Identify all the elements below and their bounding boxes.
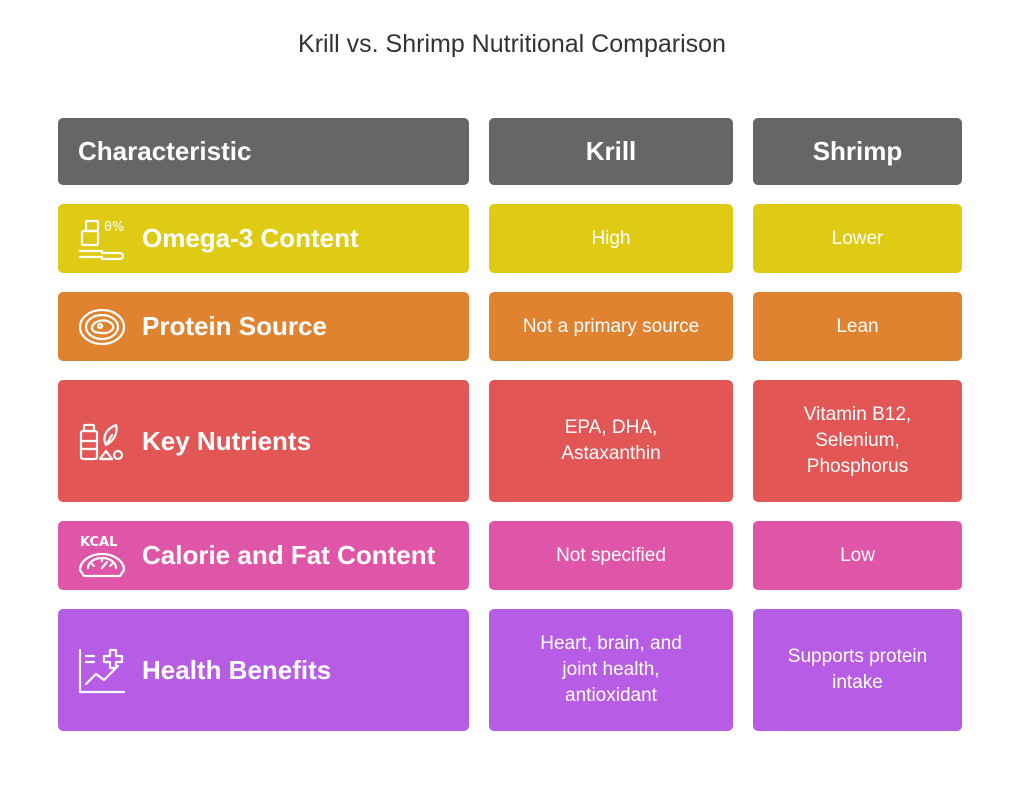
svg-text:KCAL: KCAL [80, 535, 117, 550]
row-health-krill: Heart, brain, and joint health, antioxid… [489, 609, 733, 731]
header-krill: Krill [489, 118, 733, 185]
header-characteristic: Characteristic [58, 118, 469, 185]
nutrients-bottle-icon [76, 415, 128, 467]
row-health-shrimp: Supports protein intake [753, 609, 962, 731]
svg-text:θ%: θ% [104, 220, 124, 235]
meat-plate-icon [76, 301, 128, 353]
header-shrimp-label: Shrimp [812, 136, 903, 166]
row-omega3-shrimp: Lower [753, 204, 962, 273]
row-protein-label-cell: Protein Source [58, 292, 469, 361]
krill-value: Not specified [556, 544, 666, 566]
supplement-scoop-icon: θ% [76, 213, 128, 265]
header-shrimp: Shrimp [753, 118, 962, 185]
row-label: Calorie and Fat Content [142, 540, 436, 570]
row-label: Omega-3 Content [142, 223, 359, 253]
row-calorie-label-cell: KCAL Calorie and Fat Content [58, 521, 469, 590]
page-title: Krill vs. Shrimp Nutritional Comparison [298, 30, 726, 58]
row-health-label-cell: Health Benefits [58, 609, 469, 731]
krill-value: EPA, DHA, Astaxanthin [561, 417, 661, 464]
row-nutrients-shrimp: Vitamin B12, Selenium, Phosphorus [753, 380, 962, 502]
row-omega3-label-cell: θ% Omega-3 Content [58, 204, 469, 273]
shrimp-value: Low [840, 544, 875, 566]
header-krill-label: Krill [585, 136, 637, 166]
row-label: Key Nutrients [142, 425, 312, 456]
krill-value: Heart, brain, and joint health, antioxid… [540, 633, 682, 706]
row-protein-shrimp: Lean [753, 292, 962, 361]
row-nutrients-krill: EPA, DHA, Astaxanthin [489, 380, 733, 502]
row-nutrients-label-cell: Key Nutrients [58, 380, 469, 502]
shrimp-value: Vitamin B12, Selenium, Phosphorus [803, 404, 912, 477]
shrimp-value: Supports protein intake [787, 646, 928, 693]
shrimp-value: Lean [836, 315, 879, 337]
row-omega3-krill: High [489, 204, 733, 273]
krill-value: High [591, 227, 631, 249]
kcal-scale-icon: KCAL [76, 530, 128, 582]
krill-value: Not a primary source [522, 315, 700, 337]
row-label: Health Benefits [142, 654, 332, 685]
row-protein-krill: Not a primary source [489, 292, 733, 361]
row-label: Protein Source [142, 311, 327, 341]
row-calorie-krill: Not specified [489, 521, 733, 590]
shrimp-value: Lower [831, 227, 884, 249]
header-characteristic-label: Characteristic [78, 136, 252, 166]
row-calorie-shrimp: Low [753, 521, 962, 590]
health-chart-icon [76, 644, 128, 696]
